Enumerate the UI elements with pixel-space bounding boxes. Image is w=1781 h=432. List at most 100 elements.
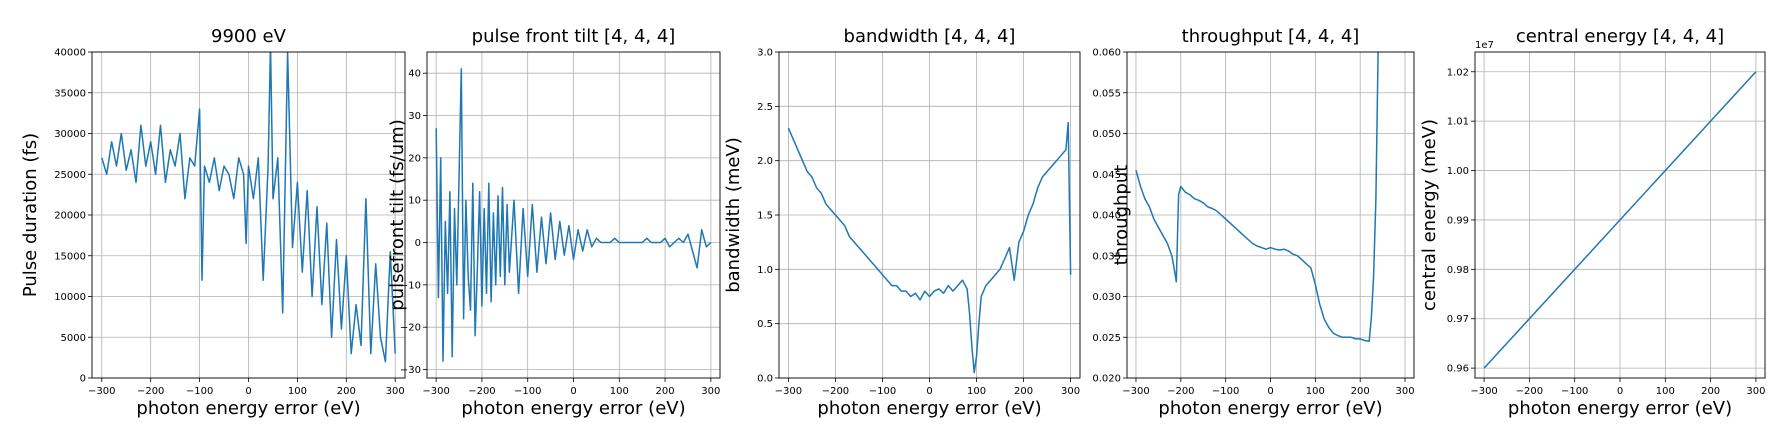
y-axis-label: pulsefront tilt (fs/um) <box>387 119 408 310</box>
y-tick-label: 0.060 <box>1092 48 1121 59</box>
x-tick-label: −200 <box>822 386 849 397</box>
y-tick-label: 5000 <box>61 333 86 344</box>
x-tick-label: 200 <box>1014 386 1033 397</box>
x-tick-label: −300 <box>1122 386 1149 397</box>
x-tick-label: −300 <box>422 386 449 397</box>
y-tick-label: 1.01 <box>1447 117 1469 128</box>
data-series-line <box>435 68 712 362</box>
x-tick-label: −100 <box>514 386 541 397</box>
y-tick-label: 2.0 <box>757 156 773 167</box>
y-tick-label: 0.025 <box>1092 333 1121 344</box>
y-tick-label: 1.02 <box>1447 67 1469 78</box>
y-tick-label: 0.97 <box>1447 314 1469 325</box>
x-tick-label: 100 <box>967 386 986 397</box>
x-tick-label: 100 <box>288 386 307 397</box>
data-series-line <box>787 121 1072 374</box>
y-tick-label: 1.5 <box>757 211 773 222</box>
x-tick-label: 0 <box>1617 386 1623 397</box>
x-tick-label: 300 <box>386 386 405 397</box>
x-tick-label: 0 <box>245 386 251 397</box>
y-axis-label: bandwidth (meV) <box>723 137 744 293</box>
y-tick-label: 35000 <box>54 88 86 99</box>
y-tick-label: 2.5 <box>757 102 773 113</box>
x-axis-label: photon energy error (eV) <box>1158 398 1382 419</box>
chart-panel-4: −300 −200 −100 0 100 200 300 0.020 0.025 0.030 0.0… <box>1092 26 1414 419</box>
y-tick-label: 0.045 <box>1092 170 1121 181</box>
chart-title: pulse front tilt [4, 4, 4] <box>472 26 676 47</box>
x-axis-label: photon energy error (eV) <box>817 398 1041 419</box>
x-tick-label: −100 <box>869 386 896 397</box>
y-tick-label: −20 <box>400 323 421 334</box>
chart-panel-2: −300 −200 −100 0 100 200 300−30−20−10010203040… <box>387 26 721 419</box>
y-axis-label: central energy (meV) <box>1419 119 1440 311</box>
y-tick-label: 0.96 <box>1447 364 1469 375</box>
y-tick-label: 20000 <box>54 211 86 222</box>
chart-title: bandwidth [4, 4, 4] <box>844 26 1016 47</box>
x-tick-label: 0 <box>1267 386 1273 397</box>
y-tick-label: 0.0 <box>757 374 773 385</box>
y-tick-label: 10 <box>408 196 421 207</box>
chart-title: 9900 eV <box>211 26 287 47</box>
y-tick-label: 1.0 <box>757 265 773 276</box>
x-tick-label: −300 <box>88 386 115 397</box>
chart-panel-1: −300 −200 −100 0 100 200 300 0 5000 10000 15000 200… <box>20 26 406 419</box>
x-tick-label: −300 <box>1470 386 1497 397</box>
x-tick-label: −200 <box>1516 386 1543 397</box>
x-tick-label: −200 <box>1167 386 1194 397</box>
x-axis-label: photon energy error (eV) <box>136 398 360 419</box>
x-tick-label: −200 <box>137 386 164 397</box>
x-tick-label: 200 <box>337 386 356 397</box>
chart-panel-5: −300 −200 −100 0 100 200 300 0.96 0.97 0.98 0.99 1.… <box>1419 26 1765 419</box>
y-tick-label: −10 <box>400 280 421 291</box>
y-tick-label: 0.035 <box>1092 251 1121 262</box>
axis-scale-note: 1e7 <box>1475 40 1494 51</box>
x-tick-label: −100 <box>1212 386 1239 397</box>
y-tick-label: 30 <box>408 111 421 122</box>
x-tick-label: 300 <box>1061 386 1080 397</box>
x-tick-label: 0 <box>926 386 932 397</box>
y-tick-label: 0 <box>415 238 421 249</box>
x-tick-label: −300 <box>775 386 802 397</box>
x-tick-label: 0 <box>570 386 576 397</box>
x-tick-label: 300 <box>1746 386 1765 397</box>
y-tick-label: 0.040 <box>1092 211 1121 222</box>
x-tick-label: −100 <box>1561 386 1588 397</box>
x-tick-label: −100 <box>186 386 213 397</box>
x-tick-label: 200 <box>1701 386 1720 397</box>
x-axis-label: photon energy error (eV) <box>461 398 685 419</box>
y-tick-label: 0 <box>80 374 86 385</box>
y-tick-label: 20 <box>408 153 421 164</box>
x-tick-label: 200 <box>656 386 675 397</box>
chart-panel-3: −300 −200 −100 0 100 200 300 0.0 0.5 1.0 1.5 2.0 2.5… <box>723 26 1081 419</box>
y-tick-label: 0.030 <box>1092 292 1121 303</box>
chart-title: throughput [4, 4, 4] <box>1182 26 1360 47</box>
y-tick-label: 30000 <box>54 129 86 140</box>
x-tick-label: 300 <box>701 386 720 397</box>
y-tick-label: 0.050 <box>1092 129 1121 140</box>
chart-title: central energy [4, 4, 4] <box>1516 26 1724 47</box>
y-tick-label: 0.5 <box>757 319 773 330</box>
data-series-line <box>1135 52 1379 343</box>
y-tick-label: 10000 <box>54 292 86 303</box>
y-tick-label: −30 <box>400 365 421 376</box>
y-tick-label: 1.00 <box>1447 166 1469 177</box>
y-tick-label: 25000 <box>54 170 86 181</box>
x-tick-label: 100 <box>1656 386 1675 397</box>
y-axis-label: Pulse duration (fs) <box>20 133 41 297</box>
x-tick-label: 200 <box>1351 386 1370 397</box>
x-axis-label: photon energy error (eV) <box>1508 398 1732 419</box>
y-tick-label: 0.020 <box>1092 374 1121 385</box>
y-tick-label: 0.055 <box>1092 88 1121 99</box>
y-tick-label: 0.98 <box>1447 265 1469 276</box>
x-tick-label: 300 <box>1395 386 1414 397</box>
x-tick-label: 100 <box>1306 386 1325 397</box>
y-tick-label: 40000 <box>54 48 86 59</box>
data-series-line <box>1483 71 1757 369</box>
y-tick-label: 15000 <box>54 251 86 262</box>
y-tick-label: 0.99 <box>1447 215 1469 226</box>
y-tick-label: 3.0 <box>757 48 773 59</box>
x-tick-label: 100 <box>610 386 629 397</box>
x-tick-label: −200 <box>468 386 495 397</box>
data-series-line <box>101 52 396 363</box>
